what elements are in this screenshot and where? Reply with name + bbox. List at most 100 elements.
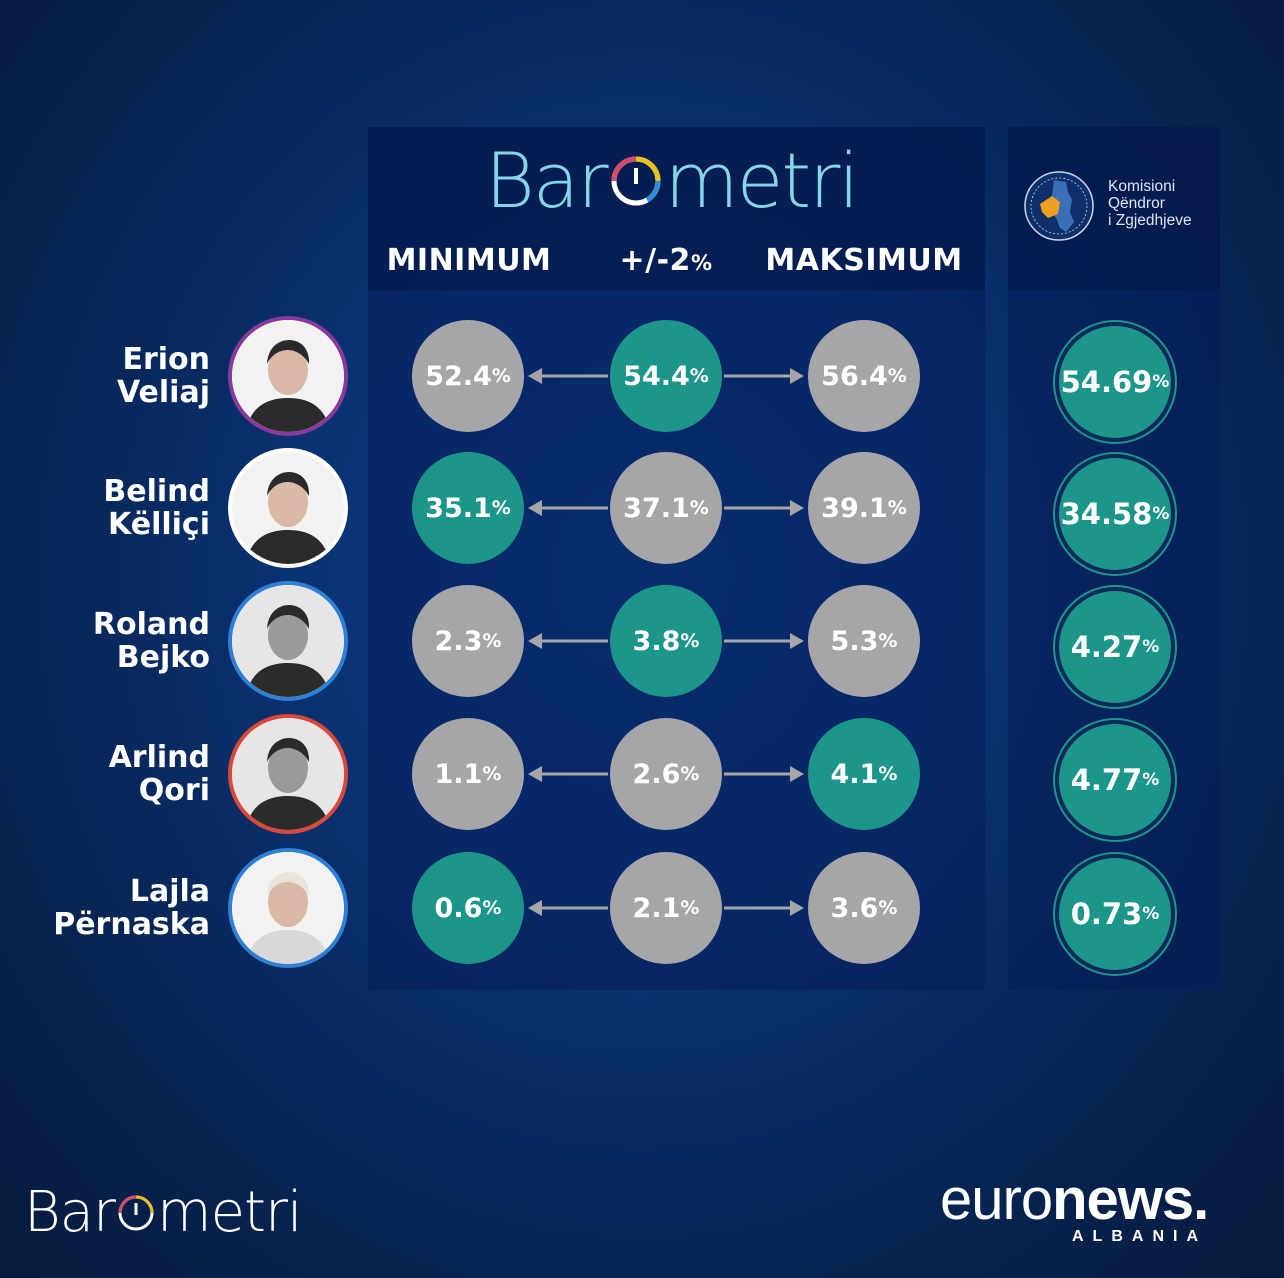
cec-result-bubble: 0.73% <box>1059 858 1171 970</box>
candidate-name: Roland Bejko <box>40 608 210 674</box>
candidate-last-name: Veliaj <box>116 375 210 410</box>
cec-result-bubble: 34.58% <box>1059 458 1171 570</box>
column-header-min: MINIMUM <box>386 243 552 278</box>
estimate-min-bubble: 52.4% <box>412 320 524 432</box>
candidate-first-name: Belind <box>103 474 210 509</box>
column-header-max: MAKSIMUM <box>765 243 963 278</box>
estimate-mid-bubble-pct: % <box>689 365 709 387</box>
arrow-to-min <box>528 766 608 782</box>
cec-result-pct: % <box>1142 637 1160 657</box>
estimate-mid-bubble-pct: % <box>680 630 700 652</box>
estimate-max-bubble: 39.1% <box>808 452 920 564</box>
estimate-max-bubble-value: 56.4 <box>821 360 888 392</box>
candidate-photo <box>232 320 344 432</box>
estimate-mid-bubble-value: 3.8 <box>632 625 681 657</box>
estimate-max-bubble-value: 3.6 <box>830 892 879 924</box>
cec-result-pct: % <box>1152 504 1170 524</box>
cec-result-bubble: 4.77% <box>1059 724 1171 836</box>
cec-name: Komisioni Qëndror i Zgjedhjeve <box>1108 178 1218 229</box>
dial-icon <box>611 156 661 205</box>
footer-logo-text-right: metri <box>157 1180 303 1245</box>
column-header-mid-pct: % <box>690 251 713 275</box>
cec-result-value: 4.27 <box>1070 630 1143 664</box>
euronews-albania-label: ALBANIA <box>1072 1228 1207 1245</box>
column-header-mid-value: +/-2 <box>619 243 691 278</box>
estimate-min-bubble: 0.6% <box>412 852 524 964</box>
footer-barometri-logo: Bar metri <box>24 1180 303 1245</box>
arrow-to-min <box>528 633 608 649</box>
barometri-logo: Bar metri <box>485 136 860 225</box>
candidate-last-name: Përnaska <box>53 907 210 942</box>
estimate-min-bubble-pct: % <box>482 630 502 652</box>
estimate-mid-bubble-value: 2.6 <box>632 758 681 790</box>
estimate-min-bubble-pct: % <box>491 497 511 519</box>
estimate-max-bubble: 3.6% <box>808 852 920 964</box>
arrow-to-min <box>528 368 608 384</box>
estimate-min-bubble: 1.1% <box>412 718 524 830</box>
estimate-mid-bubble: 2.6% <box>610 718 722 830</box>
candidate-first-name: Lajla <box>129 874 210 909</box>
euronews-logo-euro: euro <box>940 1167 1053 1232</box>
cec-result-pct: % <box>1142 770 1160 790</box>
arrow-to-max <box>724 900 804 916</box>
estimate-min-bubble-pct: % <box>482 897 502 919</box>
person-silhouette-icon <box>232 320 344 432</box>
estimate-min-bubble-value: 0.6 <box>434 892 483 924</box>
arrow-to-max <box>724 368 804 384</box>
barometri-panel-header <box>368 127 985 290</box>
estimate-min-bubble-value: 52.4 <box>425 360 492 392</box>
cec-result-value: 4.77 <box>1070 763 1143 797</box>
cec-result-bubble: 4.27% <box>1059 591 1171 703</box>
arrow-to-min <box>528 500 608 516</box>
person-silhouette-icon <box>232 718 344 830</box>
estimate-max-bubble-pct: % <box>878 763 898 785</box>
euronews-logo: euronews. <box>940 1166 1209 1233</box>
estimate-mid-bubble-value: 2.1 <box>632 892 681 924</box>
cec-name-line-2: Qëndror <box>1108 195 1165 212</box>
estimate-mid-bubble-pct: % <box>680 897 700 919</box>
estimate-min-bubble: 35.1% <box>412 452 524 564</box>
estimate-min-bubble-pct: % <box>491 365 511 387</box>
estimate-mid-bubble-pct: % <box>689 497 709 519</box>
arrow-to-max <box>724 500 804 516</box>
candidate-last-name: Qori <box>138 773 210 808</box>
estimate-max-bubble-pct: % <box>878 897 898 919</box>
estimate-mid-bubble-pct: % <box>680 763 700 785</box>
estimate-max-bubble-value: 4.1 <box>830 758 879 790</box>
estimate-min-bubble: 2.3% <box>412 585 524 697</box>
cec-name-line-3: i Zgjedhjeve <box>1108 212 1192 229</box>
arrow-to-max <box>724 633 804 649</box>
estimate-max-bubble-value: 39.1 <box>821 492 888 524</box>
footer-logo-text-left: Bar <box>24 1180 116 1245</box>
candidate-name: Lajla Përnaska <box>40 875 210 941</box>
estimate-mid-bubble: 37.1% <box>610 452 722 564</box>
logo-text-right: metri <box>664 136 860 225</box>
logo-text-left: Bar <box>485 136 609 225</box>
estimate-max-bubble: 56.4% <box>808 320 920 432</box>
estimate-max-bubble-pct: % <box>878 630 898 652</box>
estimate-mid-bubble: 2.1% <box>610 852 722 964</box>
estimate-max-bubble: 5.3% <box>808 585 920 697</box>
cec-panel <box>1008 127 1220 990</box>
estimate-max-bubble: 4.1% <box>808 718 920 830</box>
candidate-photo <box>232 852 344 964</box>
estimate-max-bubble-value: 5.3 <box>830 625 879 657</box>
column-header-mid: +/-2% <box>566 243 766 278</box>
cec-result-value: 0.73 <box>1070 897 1143 931</box>
candidate-photo <box>232 585 344 697</box>
candidate-name: Arlind Qori <box>40 741 210 807</box>
euronews-logo-news: news <box>1052 1167 1194 1232</box>
estimate-mid-bubble-value: 37.1 <box>623 492 690 524</box>
cec-name-line-1: Komisioni <box>1108 178 1176 195</box>
candidate-last-name: Këlliçi <box>108 507 210 542</box>
candidate-name: Erion Veliaj <box>40 343 210 409</box>
estimate-min-bubble-value: 2.3 <box>434 625 483 657</box>
estimate-min-bubble-value: 1.1 <box>434 758 483 790</box>
candidate-first-name: Erion <box>122 342 210 377</box>
candidate-photo <box>232 718 344 830</box>
estimate-mid-bubble: 54.4% <box>610 320 722 432</box>
arrow-to-max <box>724 766 804 782</box>
candidate-first-name: Arlind <box>108 740 210 775</box>
cec-result-pct: % <box>1142 904 1160 924</box>
arrow-to-min <box>528 900 608 916</box>
